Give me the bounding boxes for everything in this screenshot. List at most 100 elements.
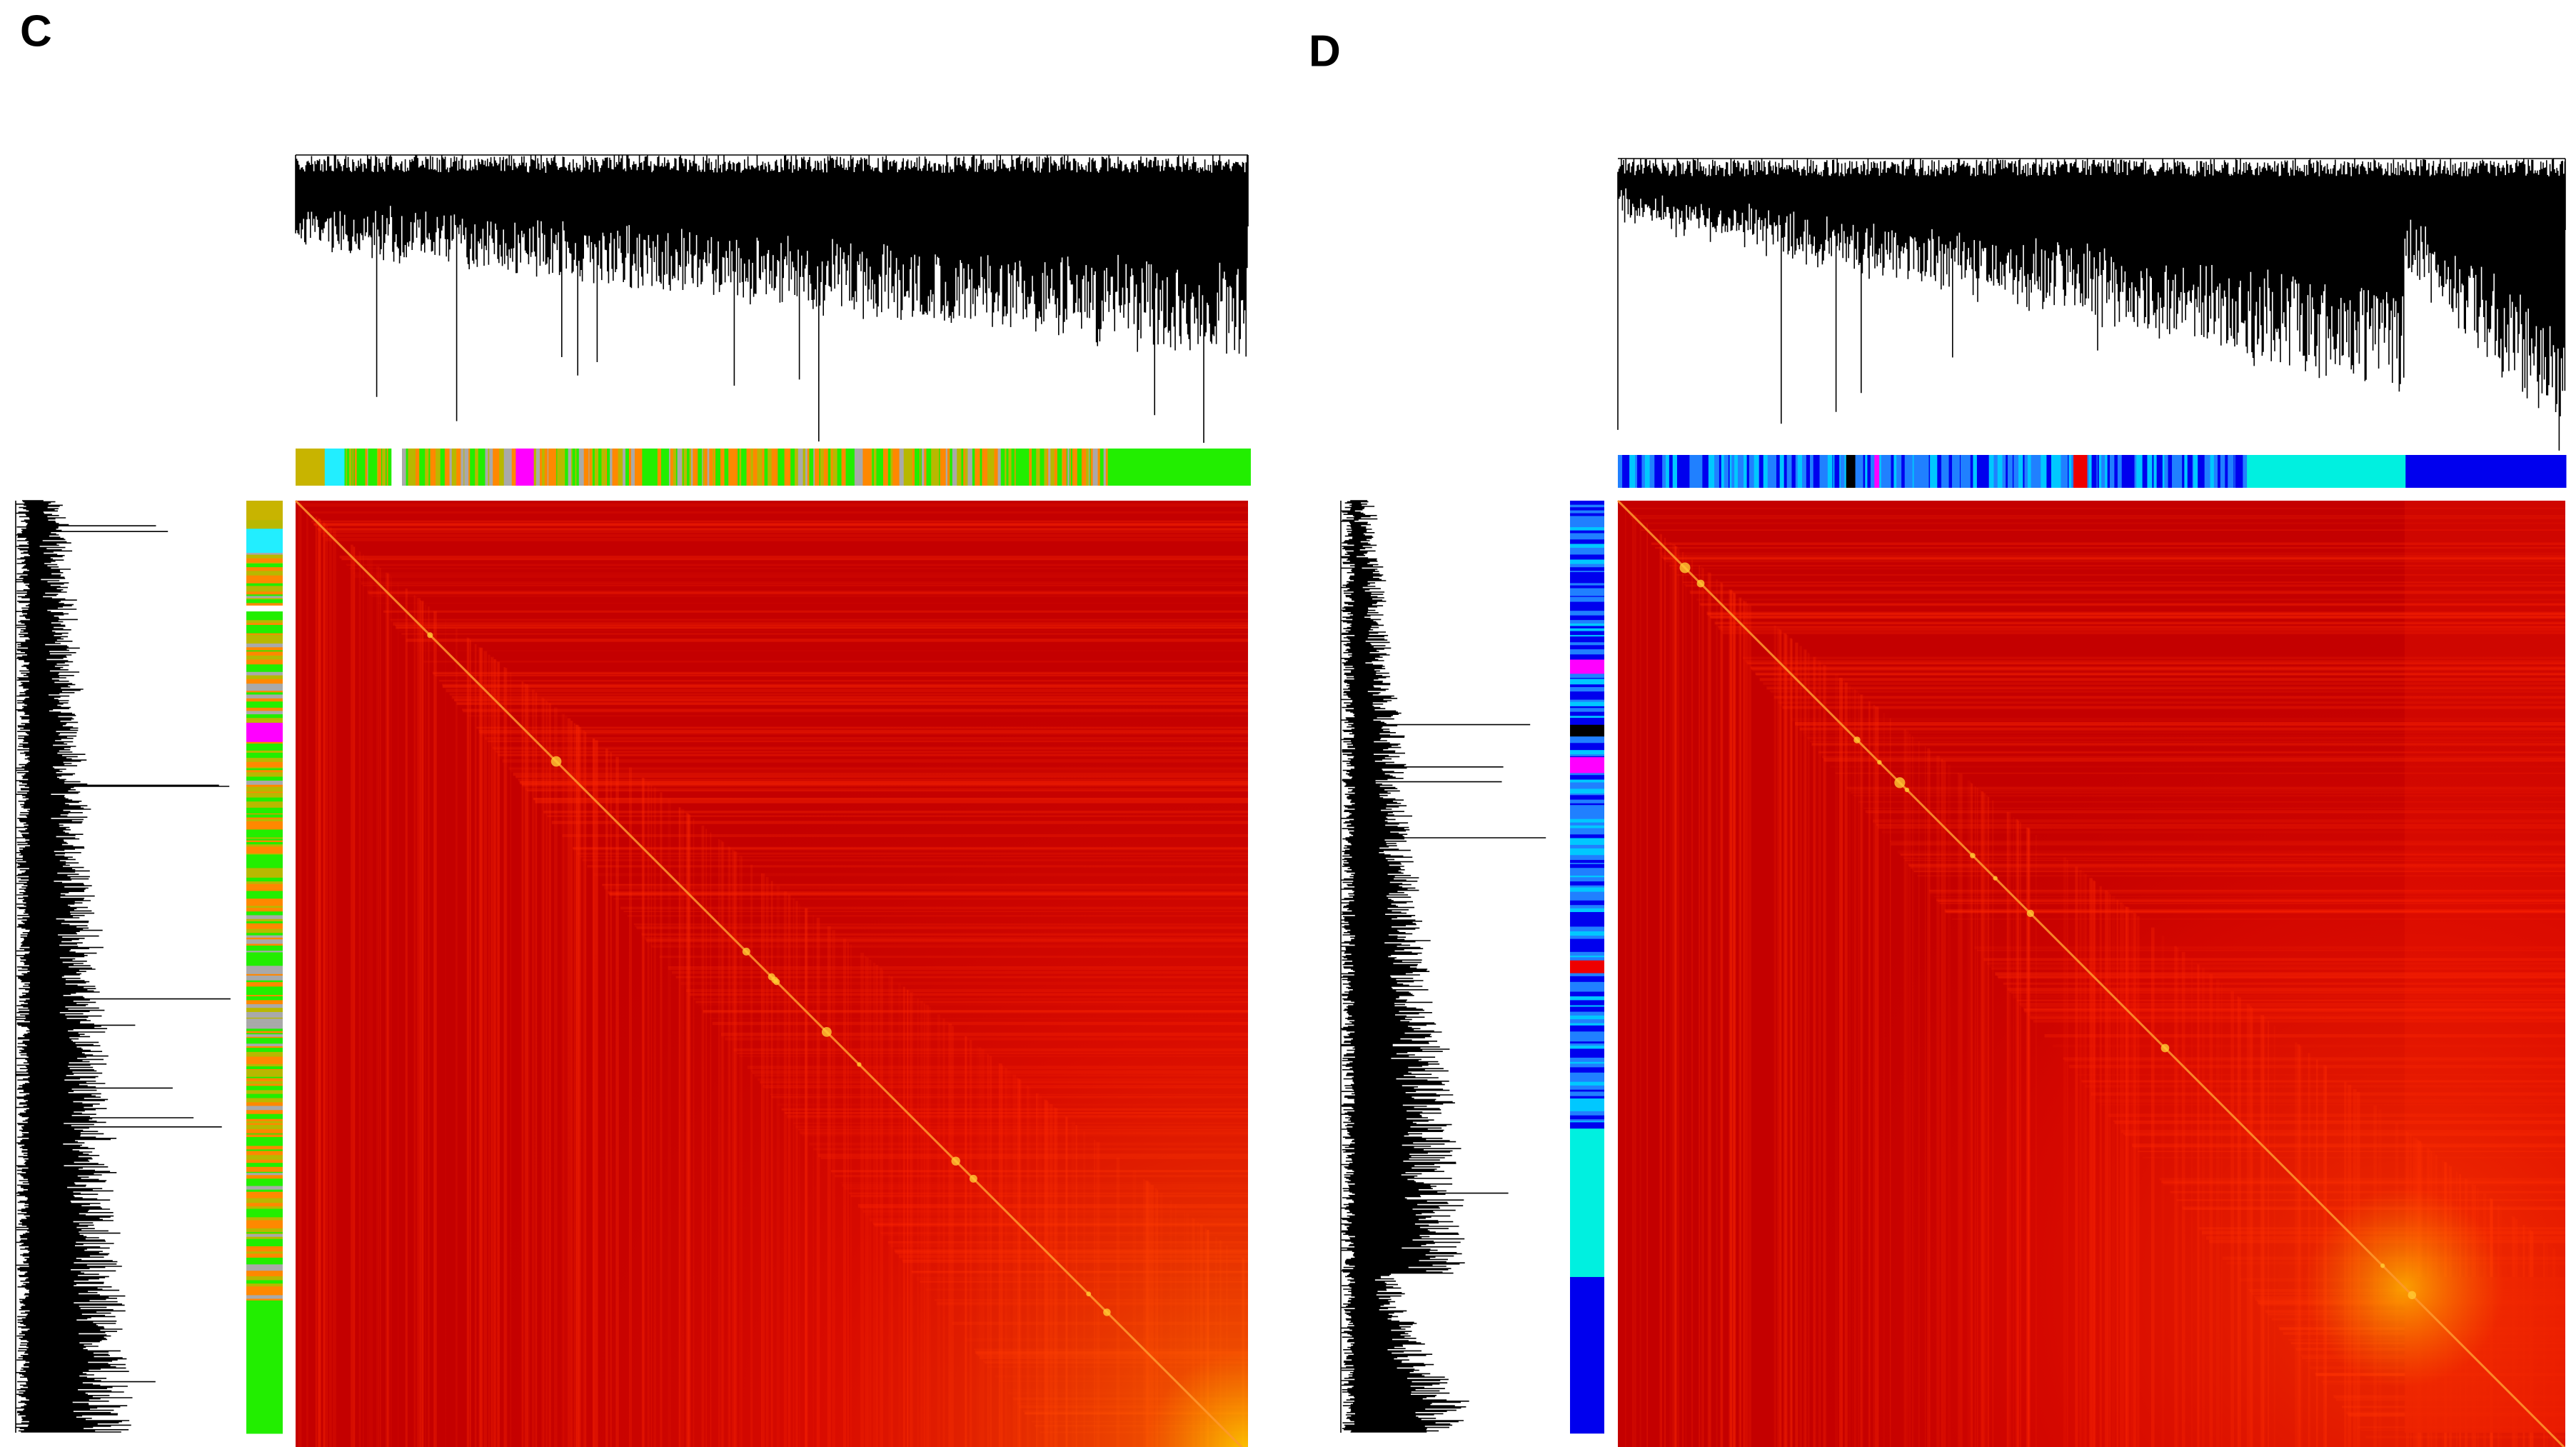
hot-spot <box>951 1156 960 1166</box>
color-stripe <box>246 1046 283 1048</box>
color-stripe <box>1570 1041 1604 1044</box>
color-stripe <box>917 449 920 486</box>
color-stripe <box>246 838 283 841</box>
color-stripe <box>2087 455 2090 488</box>
color-stripe <box>1570 1112 1604 1116</box>
color-stripe <box>1676 455 1681 488</box>
color-stripe <box>2098 455 2102 488</box>
color-stripe <box>1826 455 1828 488</box>
color-stripe <box>1170 449 1174 486</box>
color-stripe <box>246 1133 283 1135</box>
color-stripe <box>683 449 688 486</box>
color-stripe <box>1570 671 1604 674</box>
color-stripe <box>1570 1403 1604 1406</box>
color-stripe <box>1632 455 1636 488</box>
color-stripe <box>1570 834 1604 838</box>
color-stripe <box>1570 1375 1604 1378</box>
color-stripe <box>2179 455 2183 488</box>
color-stripe <box>246 1411 283 1417</box>
color-stripe <box>1570 1019 1604 1021</box>
color-stripe <box>2258 455 2262 488</box>
color-stripe <box>1167 449 1169 486</box>
color-stripe <box>568 449 570 486</box>
color-stripe <box>246 1000 283 1005</box>
color-stripe <box>1570 795 1604 801</box>
color-stripe <box>1570 1346 1604 1350</box>
color-stripe <box>1570 691 1604 697</box>
color-stripe <box>2513 455 2518 488</box>
diagonal <box>1616 499 2566 1447</box>
color-stripe <box>1570 1308 1604 1314</box>
hot-spot <box>1993 876 1998 881</box>
color-stripe <box>1570 1257 1604 1263</box>
color-stripe <box>461 449 464 486</box>
color-stripe <box>246 1163 283 1168</box>
color-stripe <box>2225 455 2228 488</box>
color-stripe <box>1846 455 1851 488</box>
color-stripe <box>1570 779 1604 783</box>
color-stripe <box>1136 449 1140 486</box>
color-stripe <box>1570 708 1604 713</box>
color-stripe <box>2368 455 2372 488</box>
color-stripe <box>1570 701 1604 707</box>
color-stripe <box>246 1241 283 1243</box>
color-stripe <box>246 599 283 604</box>
color-stripe <box>798 449 804 486</box>
color-stripe <box>1570 576 1604 581</box>
color-stripe <box>931 449 936 486</box>
color-stripe <box>451 449 457 486</box>
color-stripe <box>2324 455 2330 488</box>
color-stripe <box>246 1151 283 1154</box>
color-stripe <box>411 449 413 486</box>
color-stripe <box>1570 659 1604 664</box>
color-stripe <box>246 1182 283 1187</box>
color-stripe <box>1570 805 1604 810</box>
color-stripe <box>1874 455 1879 488</box>
color-stripe <box>1851 455 1856 488</box>
color-stripe <box>682 449 683 486</box>
color-stripe <box>246 1358 283 1363</box>
color-stripe <box>246 991 283 996</box>
color-stripe <box>246 966 283 972</box>
color-stripe <box>246 701 283 704</box>
color-stripe <box>2293 455 2298 488</box>
color-stripe <box>1570 1248 1604 1251</box>
color-stripe <box>246 1273 283 1277</box>
color-stripe <box>1570 856 1604 861</box>
color-stripe <box>1211 449 1217 486</box>
color-stripe <box>1701 455 1703 488</box>
color-stripe <box>1966 455 1968 488</box>
color-stripe <box>2383 455 2385 488</box>
color-stripe <box>1570 1317 1604 1323</box>
color-stripe <box>2341 455 2347 488</box>
color-stripe <box>246 1017 283 1019</box>
color-stripe <box>246 1313 283 1317</box>
color-stripe <box>1790 455 1792 488</box>
color-stripe <box>1622 455 1626 488</box>
color-stripe <box>246 1324 283 1330</box>
color-stripe <box>2519 455 2524 488</box>
color-stripe <box>1570 1301 1604 1305</box>
color-stripe <box>246 558 283 564</box>
color-stripe <box>1570 860 1604 863</box>
panel-label: D <box>1309 26 1341 76</box>
color-stripe <box>926 449 929 486</box>
color-stripe <box>1570 706 1604 709</box>
color-stripe <box>246 898 283 903</box>
color-stripe <box>713 449 715 486</box>
color-stripe <box>1570 1161 1604 1162</box>
color-stripe <box>1206 449 1211 486</box>
color-stripe <box>2562 455 2567 488</box>
color-stripe <box>353 449 356 486</box>
color-stripe <box>1570 1143 1604 1146</box>
color-stripe <box>246 1203 283 1207</box>
color-stripe <box>2189 455 2193 488</box>
color-stripe <box>246 529 283 531</box>
color-stripe <box>246 952 283 956</box>
color-stripe <box>2365 455 2369 488</box>
color-stripe <box>1570 813 1604 818</box>
color-stripe <box>634 449 639 486</box>
color-stripe <box>1570 782 1604 785</box>
color-stripe <box>887 449 890 486</box>
color-stripe <box>246 1083 283 1086</box>
